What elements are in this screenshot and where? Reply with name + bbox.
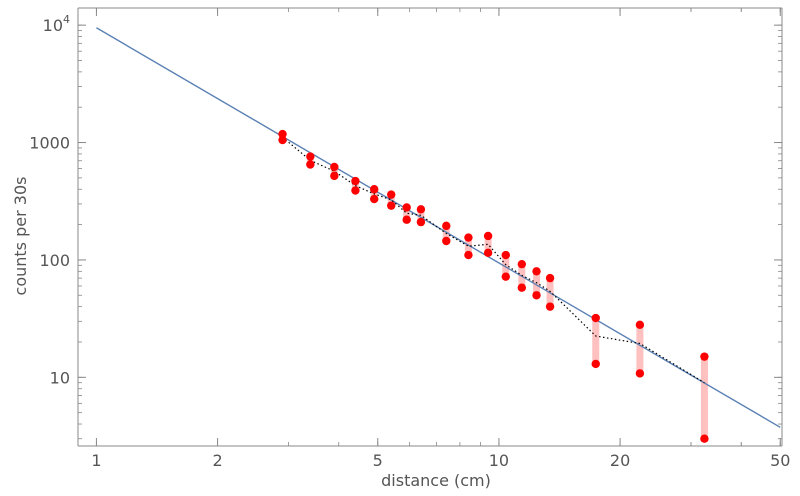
data-point-high	[416, 205, 426, 214]
data-point-low	[700, 434, 709, 443]
data-point-high	[351, 176, 360, 186]
data-point-low	[464, 250, 473, 260]
data-point-low	[370, 194, 379, 204]
data-point-high	[330, 162, 339, 172]
data-point-low	[591, 359, 600, 369]
x-tick-label: 20	[610, 451, 630, 470]
data-point-high	[700, 352, 709, 361]
data-point-high	[306, 152, 315, 161]
x-tick-label: 1	[91, 451, 101, 470]
data-point-high	[545, 273, 555, 283]
data-point-high	[517, 259, 527, 269]
y-tick-label: 10	[50, 368, 70, 387]
data-point-low	[532, 291, 541, 300]
mean-line-layer	[282, 136, 705, 384]
mean-dotted-line	[282, 136, 705, 384]
data-point-low	[635, 369, 645, 378]
data-point-low	[501, 272, 510, 281]
data-point-low	[483, 248, 493, 258]
x-axis-label: distance (cm)	[381, 471, 491, 490]
y-tick-label: 104	[43, 13, 70, 35]
data-point-high	[532, 267, 541, 276]
data-point-high	[370, 185, 379, 194]
data-point-high	[387, 190, 396, 199]
axes-frame	[77, 7, 783, 447]
data-point-low	[330, 171, 339, 181]
data-point-low	[402, 215, 411, 224]
x-tick-label: 50	[770, 451, 790, 470]
y-tick-label: 1000	[29, 134, 70, 153]
data-point-layer	[278, 129, 709, 443]
x-tick-label: 10	[489, 451, 509, 470]
data-point-high	[464, 233, 473, 242]
x-tick-label: 5	[373, 451, 383, 470]
data-point-high	[402, 203, 411, 212]
y-tick-label: 100	[39, 251, 70, 270]
data-point-low	[517, 283, 527, 292]
data-point-high	[501, 250, 510, 260]
fit-line-layer	[96, 27, 781, 428]
data-point-high	[483, 231, 493, 241]
data-point-high	[591, 313, 600, 323]
data-point-high	[442, 221, 451, 231]
data-point-high	[635, 320, 645, 330]
data-point-low	[442, 236, 451, 246]
data-point-high	[278, 129, 287, 139]
tick-label-layer: 1 2 5 10 20 50 10 100 1000 104	[29, 13, 790, 470]
data-point-low	[416, 217, 426, 227]
data-point-low	[387, 201, 396, 210]
error-bar-layer	[279, 134, 708, 439]
fit-line	[96, 27, 781, 428]
data-point-low	[278, 135, 287, 145]
x-tick-label: 2	[212, 451, 222, 470]
y-axis-label: counts per 30s	[11, 177, 30, 296]
data-point-low	[545, 302, 555, 311]
data-point-low	[306, 160, 315, 169]
tick-layer	[78, 8, 782, 446]
data-point-low	[351, 186, 360, 195]
